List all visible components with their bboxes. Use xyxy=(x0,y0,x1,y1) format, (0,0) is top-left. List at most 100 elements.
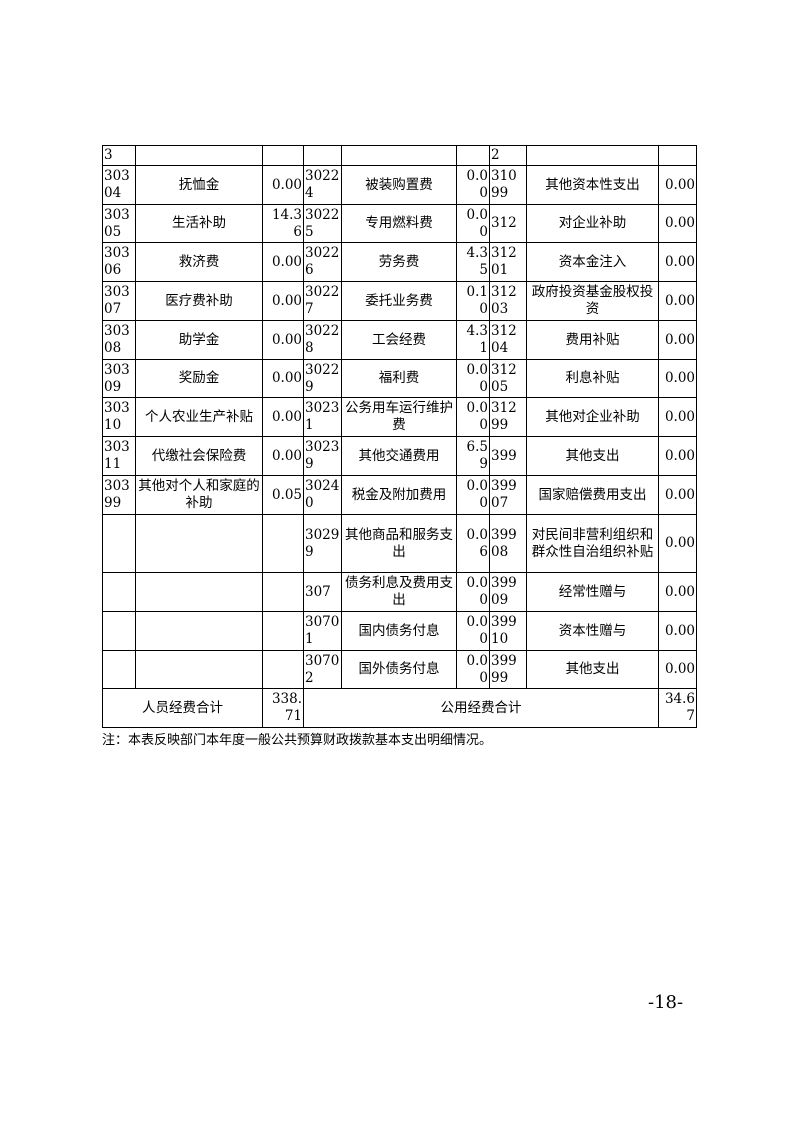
table-cell: 0.10 xyxy=(456,281,490,321)
table-row: 30399 其他对个人和家庭的补助 0.05 30240 税金及附加费用 0.00 3990… xyxy=(102,475,697,515)
table-cell: 30224 xyxy=(303,165,342,205)
table-cell: 4.35 xyxy=(456,242,490,282)
table-cell: 0.00 xyxy=(456,650,490,689)
total-cell: 338.71 xyxy=(262,688,304,728)
table-cell: 被装购置费 xyxy=(341,165,457,205)
table-cell: 其他商品和服务支出 xyxy=(341,514,457,573)
table-row: 30308 助学金 0.00 30228 工会经费 4.31 31204 费用补贴 0.00 xyxy=(102,320,697,360)
table-cell: 福利费 xyxy=(341,359,457,398)
table-row: 30307 医疗费补助 0.00 30227 委托业务费 0.10 31203 政府投资基金股… xyxy=(102,281,697,321)
table-cell: 资本性赠与 xyxy=(526,611,659,651)
table-cell: 债务利息及费用支出 xyxy=(341,572,457,612)
table-cell: 生活补助 xyxy=(135,204,263,243)
table-cell xyxy=(102,514,136,573)
table-cell: 0.00 xyxy=(456,165,490,205)
total-cell: 34.67 xyxy=(658,688,697,728)
table-cell: 0.00 xyxy=(456,359,490,398)
table-cell: 其他支出 xyxy=(526,436,659,476)
table-cell: 国外债务付息 xyxy=(341,650,457,689)
table-cell: 工会经费 xyxy=(341,320,457,360)
table-cell: 31205 xyxy=(489,359,527,398)
table-cell: 0.00 xyxy=(658,359,697,398)
table-cell xyxy=(262,572,304,612)
table-cell xyxy=(262,514,304,573)
table-cell: 30239 xyxy=(303,436,342,476)
table-cell: 其他支出 xyxy=(526,650,659,689)
table-cell: 公务用车运行维护费 xyxy=(341,397,457,437)
table-cell: 0.00 xyxy=(658,650,697,689)
table-row: 30702 国外债务付息 0.00 39999 其他支出 0.00 xyxy=(102,650,697,689)
table-cell: 0.00 xyxy=(658,320,697,360)
table-cell: 30309 xyxy=(102,359,136,398)
table-cell xyxy=(262,650,304,689)
table-cell: 0.00 xyxy=(456,397,490,437)
table-cell: 30227 xyxy=(303,281,342,321)
page-number: -18- xyxy=(648,992,684,1013)
table-cell: 专用燃料费 xyxy=(341,204,457,243)
table-cell: 0.00 xyxy=(658,611,697,651)
table-row: 30306 救济费 0.00 30226 劳务费 4.35 31201 资本金注入 0.00 xyxy=(102,242,697,282)
table-cell xyxy=(658,145,697,166)
table-cell: 其他对企业补助 xyxy=(526,397,659,437)
table-cell: 助学金 xyxy=(135,320,263,360)
table-row: 30311 代缴社会保险费 0.00 30239 其他交通费用 6.59 399 其他支出 0.… xyxy=(102,436,697,476)
table-cell: 0.00 xyxy=(262,359,304,398)
table-cell: 30311 xyxy=(102,436,136,476)
table-cell: 31299 xyxy=(489,397,527,437)
table-cell: 31099 xyxy=(489,165,527,205)
note: 注：本表反映部门本年度一般公共预算财政拨款基本支出明细情况。 xyxy=(102,733,493,748)
table-cell xyxy=(526,145,659,166)
table-cell: 30310 xyxy=(102,397,136,437)
table-cell: 0.00 xyxy=(658,281,697,321)
table-cell: 0.00 xyxy=(658,436,697,476)
table-cell: 个人农业生产补贴 xyxy=(135,397,263,437)
table-cell: 39909 xyxy=(489,572,527,612)
table-cell xyxy=(102,611,136,651)
table-cell: 救济费 xyxy=(135,242,263,282)
table-cell xyxy=(102,650,136,689)
table-cell: 3 xyxy=(102,145,136,166)
table-cell: 0.00 xyxy=(658,204,697,243)
table-cell xyxy=(262,145,304,166)
table-cell: 31204 xyxy=(489,320,527,360)
total-cell: 公用经费合计 xyxy=(303,688,659,728)
table-cell xyxy=(303,145,342,166)
table-cell: 30306 xyxy=(102,242,136,282)
table-cell: 30226 xyxy=(303,242,342,282)
table-cell: 30399 xyxy=(102,475,136,515)
table-row: 30701 国内债务付息 0.00 39910 资本性赠与 0.00 xyxy=(102,611,697,651)
table-cell xyxy=(102,572,136,612)
table-cell: 30701 xyxy=(303,611,342,651)
table-cell: 资本金注入 xyxy=(526,242,659,282)
table-cell: 委托业务费 xyxy=(341,281,457,321)
table-cell: 0.00 xyxy=(456,572,490,612)
table-cell: 307 xyxy=(303,572,342,612)
table-cell: 31203 xyxy=(489,281,527,321)
table-cell: 31201 xyxy=(489,242,527,282)
table-cell: 399 xyxy=(489,436,527,476)
table-row: 30305 生活补助 14.36 30225 专用燃料费 0.00 312 对企业补助 0.00 xyxy=(102,204,697,243)
table-cell: 代缴社会保险费 xyxy=(135,436,263,476)
table-cell: 费用补贴 xyxy=(526,320,659,360)
table-cell: 0.00 xyxy=(262,320,304,360)
table-cell xyxy=(341,145,457,166)
table-cell: 6.59 xyxy=(456,436,490,476)
table-cell: 14.36 xyxy=(262,204,304,243)
table-cell: 0.00 xyxy=(456,204,490,243)
table-cell: 其他交通费用 xyxy=(341,436,457,476)
table-cell: 39908 xyxy=(489,514,527,573)
table-cell: 0.06 xyxy=(456,514,490,573)
table-cell: 其他资本性支出 xyxy=(526,165,659,205)
table-cell: 39907 xyxy=(489,475,527,515)
table-cell: 30304 xyxy=(102,165,136,205)
table-cell: 30229 xyxy=(303,359,342,398)
table-cell: 30225 xyxy=(303,204,342,243)
table-cell: 0.00 xyxy=(262,397,304,437)
table-cell: 30702 xyxy=(303,650,342,689)
table-cell xyxy=(135,145,263,166)
table-row: 30309 奖励金 0.00 30229 福利费 0.00 31205 利息补贴 0.00 xyxy=(102,359,697,398)
table-cell: 30308 xyxy=(102,320,136,360)
table-cell xyxy=(456,145,490,166)
table-cell: 0.00 xyxy=(456,611,490,651)
